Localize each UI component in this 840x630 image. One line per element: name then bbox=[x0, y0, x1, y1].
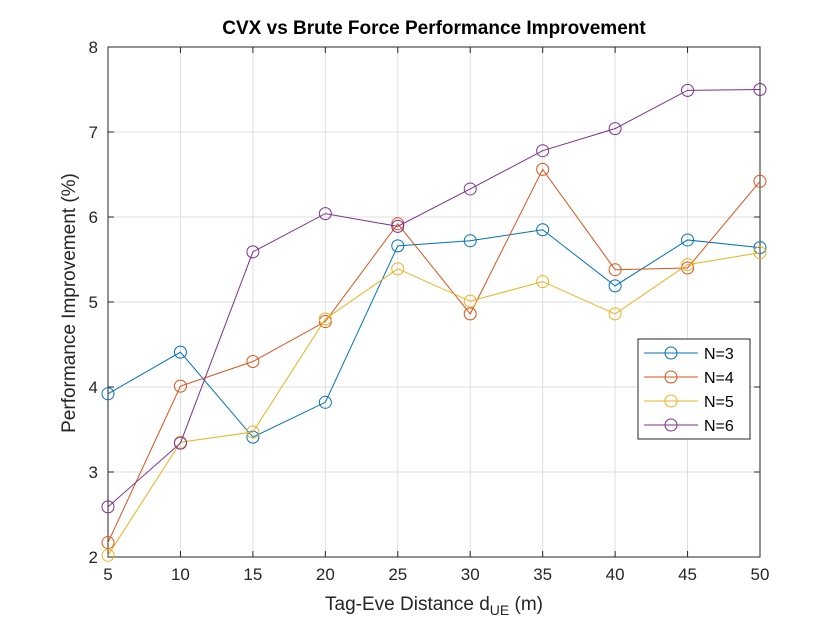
series-n-5 bbox=[101, 246, 767, 562]
data-point-marker bbox=[173, 436, 187, 450]
data-point-marker bbox=[753, 174, 767, 188]
series-line bbox=[107, 252, 761, 556]
legend-item: N=4 bbox=[644, 370, 734, 387]
legend-box bbox=[637, 338, 751, 440]
legend-marker bbox=[664, 394, 678, 408]
data-point-marker bbox=[753, 241, 767, 255]
data-point-marker bbox=[608, 279, 622, 293]
y-tick-label: 3 bbox=[89, 463, 98, 482]
data-point-marker bbox=[536, 223, 550, 237]
data-point-marker bbox=[608, 122, 622, 136]
x-tick-label: 50 bbox=[751, 565, 770, 584]
y-axis-label: Performance Improvement (%) bbox=[59, 173, 80, 433]
series-n-6 bbox=[101, 83, 767, 514]
y-tick-label: 2 bbox=[89, 548, 98, 567]
series-n-3 bbox=[101, 223, 767, 444]
legend-item: N=5 bbox=[644, 394, 734, 411]
data-point-marker bbox=[391, 239, 405, 253]
data-point-marker bbox=[608, 307, 622, 321]
data-point-marker bbox=[101, 536, 115, 550]
x-tick-label: 20 bbox=[316, 565, 335, 584]
legend-label: N=4 bbox=[704, 370, 734, 387]
data-point-marker bbox=[246, 355, 260, 368]
x-tick-label: 40 bbox=[606, 565, 625, 584]
x-tick-label: 30 bbox=[461, 565, 480, 584]
data-point-marker bbox=[318, 315, 332, 329]
y-tick-label: 5 bbox=[89, 293, 98, 312]
x-tick-label: 45 bbox=[678, 565, 697, 584]
legend-label: N=3 bbox=[704, 346, 734, 363]
data-point-marker bbox=[753, 83, 767, 96]
data-point-marker bbox=[318, 312, 332, 326]
data-point-marker bbox=[681, 261, 695, 275]
series-line bbox=[107, 229, 761, 438]
x-tick-label: 5 bbox=[103, 565, 112, 584]
legend-marker bbox=[664, 346, 678, 360]
data-point-marker bbox=[101, 500, 115, 514]
data-point-marker bbox=[753, 246, 767, 260]
x-tick-label: 10 bbox=[171, 565, 190, 584]
data-point-marker bbox=[318, 395, 332, 409]
x-tick-label: 35 bbox=[533, 565, 552, 584]
data-point-marker bbox=[536, 162, 550, 176]
series-line bbox=[107, 89, 761, 508]
data-point-marker bbox=[101, 548, 115, 562]
y-tick-label: 4 bbox=[89, 378, 98, 397]
data-point-marker bbox=[246, 245, 260, 259]
series-n-4 bbox=[101, 162, 767, 550]
series-line bbox=[107, 168, 761, 543]
x-tick-label: 25 bbox=[388, 565, 407, 584]
x-axis-label: Tag-Eve Distance dUE (m) bbox=[108, 594, 760, 618]
data-point-marker bbox=[463, 307, 477, 321]
data-point-marker bbox=[173, 345, 187, 359]
data-point-marker bbox=[681, 233, 695, 247]
data-point-marker bbox=[463, 234, 477, 248]
data-point-marker bbox=[536, 144, 550, 158]
data-point-marker bbox=[101, 387, 115, 401]
data-point-marker bbox=[246, 425, 260, 439]
y-tick-label: 6 bbox=[89, 208, 98, 227]
data-point-marker bbox=[681, 258, 695, 272]
x-axis-label-unit: (m) bbox=[509, 594, 543, 615]
data-point-marker bbox=[463, 182, 477, 196]
legend-marker bbox=[664, 418, 678, 432]
y-tick-label: 7 bbox=[89, 123, 98, 142]
data-point-marker bbox=[391, 262, 405, 276]
legend-item: N=3 bbox=[644, 346, 734, 363]
data-point-marker bbox=[681, 83, 695, 97]
data-point-marker bbox=[318, 207, 332, 221]
x-tick-label: 15 bbox=[243, 565, 262, 584]
legend-label: N=6 bbox=[704, 418, 734, 435]
data-point-marker bbox=[608, 263, 622, 277]
data-point-marker bbox=[391, 219, 405, 233]
chart-title: CVX vs Brute Force Performance Improveme… bbox=[222, 18, 646, 39]
y-tick-label: 8 bbox=[89, 38, 98, 57]
legend-label: N=5 bbox=[704, 394, 734, 411]
x-axis-label-main: Tag-Eve Distance d bbox=[325, 594, 490, 615]
data-point-marker bbox=[173, 379, 187, 393]
data-point-marker bbox=[463, 294, 477, 308]
data-point-marker bbox=[536, 275, 550, 289]
x-axis-label-subscript: UE bbox=[489, 601, 510, 618]
legend-marker bbox=[664, 370, 678, 384]
legend-item: N=6 bbox=[644, 418, 734, 435]
